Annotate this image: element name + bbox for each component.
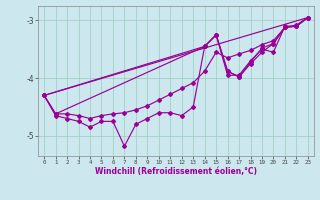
X-axis label: Windchill (Refroidissement éolien,°C): Windchill (Refroidissement éolien,°C): [95, 167, 257, 176]
